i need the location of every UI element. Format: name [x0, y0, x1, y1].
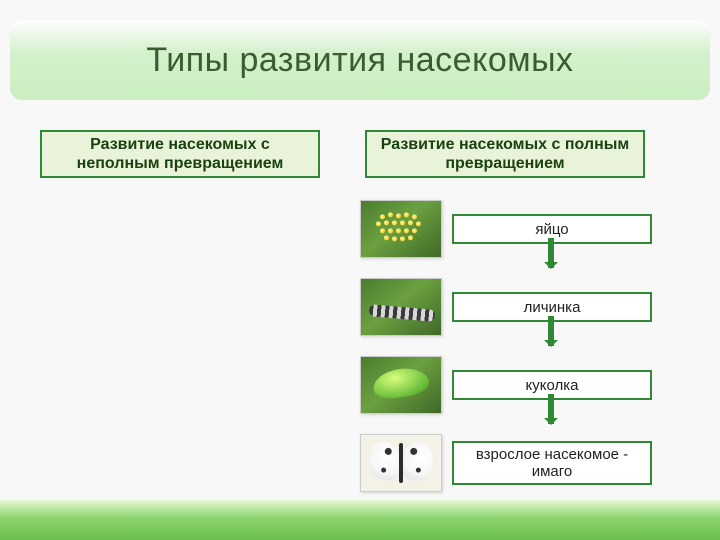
column-header-complete: Развитие насекомых с полным превращением [365, 130, 645, 178]
page-title-text: Типы развития насекомых [146, 41, 573, 80]
stage-image-egg [360, 200, 442, 258]
eggs-icon [376, 212, 426, 244]
stage-label-egg-text: яйцо [535, 221, 568, 238]
caterpillar-icon [369, 304, 436, 322]
column-header-complete-text: Развитие насекомых с полным превращением [375, 135, 635, 173]
arrow-down-icon [548, 238, 554, 268]
arrow-down-icon [548, 394, 554, 424]
page-title: Типы развития насекомых [10, 20, 710, 100]
butterfly-body-icon [399, 443, 403, 483]
stage-label-larva-text: личинка [524, 299, 581, 316]
stage-row-egg: яйцо [360, 200, 652, 258]
stage-image-imago [360, 434, 442, 492]
stage-row-imago: взрослое насекомое - имаго [360, 434, 652, 492]
footer-decor [0, 500, 720, 540]
stage-label-pupa-text: куколка [526, 377, 579, 394]
pupa-icon [371, 365, 430, 401]
stage-image-pupa [360, 356, 442, 414]
stage-row-larva: личинка [360, 278, 652, 336]
stage-row-pupa: куколка [360, 356, 652, 414]
column-header-incomplete: Развитие насекомых с неполным превращени… [40, 130, 320, 178]
column-header-incomplete-text: Развитие насекомых с неполным превращени… [50, 135, 310, 173]
arrow-down-icon [548, 316, 554, 346]
stage-label-imago: взрослое насекомое - имаго [452, 441, 652, 485]
stage-label-imago-text: взрослое насекомое - имаго [460, 446, 644, 480]
stage-image-larva [360, 278, 442, 336]
